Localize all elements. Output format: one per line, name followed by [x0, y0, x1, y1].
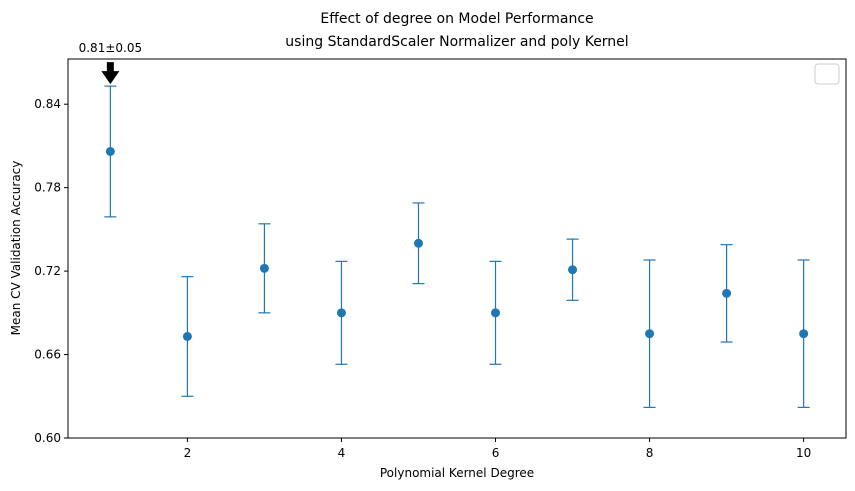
data-point [568, 265, 578, 275]
data-point [259, 263, 269, 273]
x-tick-label: 6 [492, 446, 500, 460]
plot-frame [67, 58, 847, 439]
y-tick-label: 0.78 [34, 181, 61, 195]
data-point [413, 238, 423, 248]
annotation-group: 0.81±0.05 [79, 41, 143, 85]
x-tick-label: 2 [184, 446, 192, 460]
data-point [799, 329, 809, 339]
data-point [722, 288, 732, 298]
annotation-arrow [101, 62, 120, 85]
chart-subtitle: using StandardScaler Normalizer and poly… [285, 34, 628, 50]
data-point [491, 308, 501, 318]
y-axis: 0.60 0.66 0.72 0.78 0.84 [34, 97, 68, 445]
legend-box [814, 63, 840, 85]
x-axis-label: Polynomial Kernel Degree [380, 466, 534, 480]
y-tick-label: 0.60 [34, 431, 61, 445]
data-point [645, 329, 655, 339]
y-tick-label: 0.66 [34, 348, 61, 362]
data-point [105, 146, 115, 156]
annotation-label: 0.81±0.05 [79, 41, 143, 55]
y-tick-label: 0.72 [34, 264, 61, 278]
chart-title: Effect of degree on Model Performance [320, 11, 593, 27]
y-tick-label: 0.84 [34, 97, 61, 111]
x-tick-label: 10 [796, 446, 811, 460]
data-point [182, 331, 192, 341]
data-point [336, 308, 346, 318]
x-tick-label: 4 [338, 446, 346, 460]
data-series [104, 85, 810, 409]
x-tick-label: 8 [646, 446, 654, 460]
x-axis: 2 4 6 8 10 [184, 438, 811, 460]
y-axis-label: Mean CV Validation Accuracy [9, 161, 23, 336]
